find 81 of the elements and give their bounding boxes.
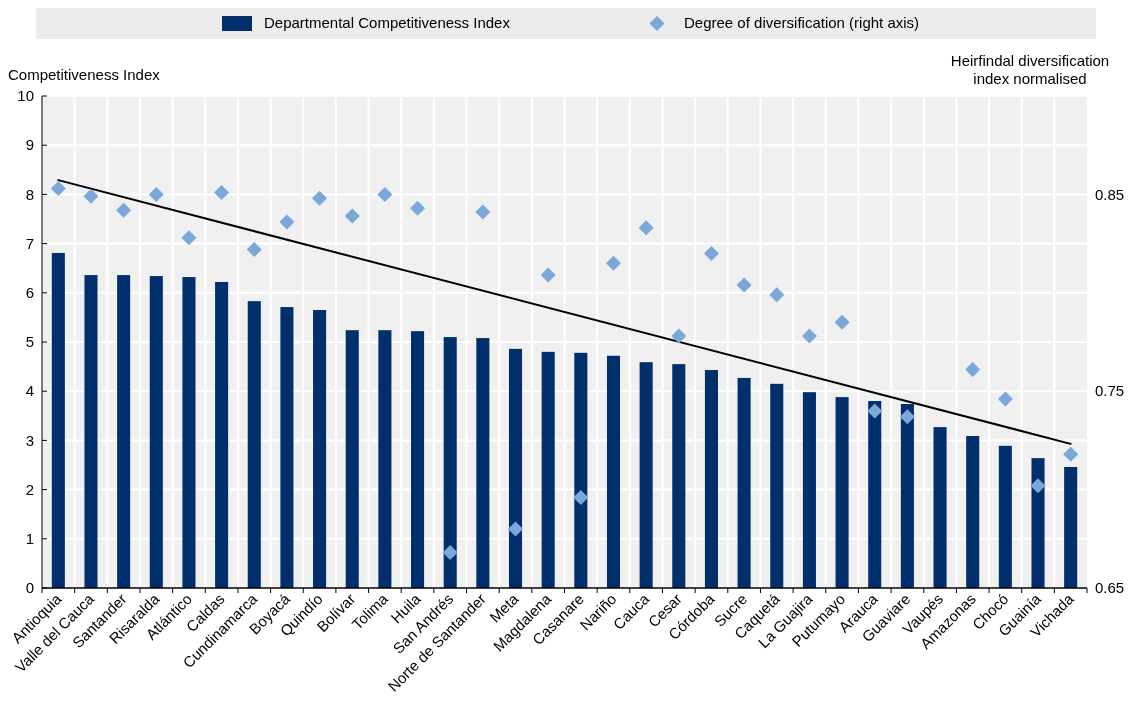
point xyxy=(148,186,164,202)
bar xyxy=(247,301,261,588)
point xyxy=(50,181,66,196)
bar xyxy=(998,445,1012,588)
bar xyxy=(1031,458,1045,588)
bar xyxy=(149,276,163,588)
bar xyxy=(966,435,980,588)
bar xyxy=(443,337,457,588)
point xyxy=(671,328,687,344)
point xyxy=(997,391,1013,407)
bar xyxy=(900,403,914,588)
y-tick-label: 5 xyxy=(25,333,34,351)
bar xyxy=(84,275,98,588)
point xyxy=(965,362,981,378)
legend-label: Degree of diversification (right axis) xyxy=(684,14,920,31)
bar xyxy=(639,362,653,588)
point xyxy=(638,220,654,236)
point xyxy=(1030,478,1046,494)
bar xyxy=(868,401,882,588)
point xyxy=(246,242,262,257)
point xyxy=(475,204,491,220)
bar xyxy=(672,364,686,588)
bar xyxy=(1064,466,1078,588)
bar xyxy=(770,383,784,588)
y-tick-label: 3 xyxy=(25,431,34,449)
y-tick-label: 10 xyxy=(17,87,34,105)
point xyxy=(410,200,426,216)
bar xyxy=(117,275,131,588)
bar xyxy=(933,427,947,588)
bar xyxy=(606,355,621,588)
bar xyxy=(802,392,816,588)
y-axis-title: Competitiveness Index xyxy=(8,66,161,83)
bar xyxy=(411,331,425,588)
y-tick-label: 1 xyxy=(25,530,34,548)
point xyxy=(1063,446,1079,462)
point xyxy=(703,245,719,261)
bar xyxy=(476,338,490,588)
point xyxy=(573,489,589,505)
point xyxy=(867,403,883,419)
point xyxy=(540,267,556,283)
y-tick-label: 0 xyxy=(25,579,34,597)
bar xyxy=(378,330,392,588)
y-tick-label: 6 xyxy=(25,284,34,302)
bar xyxy=(51,252,65,588)
y2-axis-title: Heirfindal diversification index normalised xyxy=(950,52,1110,87)
bar xyxy=(280,307,294,588)
point xyxy=(279,214,295,230)
bar xyxy=(345,330,359,588)
y2-tick-label: 0.75 xyxy=(1095,382,1125,400)
point xyxy=(312,190,328,206)
y-tick-label: 4 xyxy=(25,382,34,400)
point xyxy=(116,202,132,218)
y-tick-label: 9 xyxy=(25,136,34,154)
y-tick-label: 7 xyxy=(25,234,34,252)
legend-label: Departmental Competitiveness Index xyxy=(264,14,511,31)
point xyxy=(834,314,850,330)
point xyxy=(899,409,915,425)
point xyxy=(377,186,393,202)
point xyxy=(442,545,458,561)
bar xyxy=(541,351,555,588)
bar xyxy=(704,370,718,588)
y2-tick-label: 0.65 xyxy=(1095,579,1125,597)
point xyxy=(769,287,785,303)
bar xyxy=(313,310,327,588)
y2-tick-label: 0.85 xyxy=(1095,185,1125,203)
y-tick-label: 2 xyxy=(25,480,34,498)
point xyxy=(605,255,621,271)
point xyxy=(736,277,752,293)
bar xyxy=(182,277,196,588)
bar xyxy=(574,352,588,588)
y-tick-label: 8 xyxy=(25,185,34,203)
bar xyxy=(737,377,751,588)
point xyxy=(801,328,817,344)
point xyxy=(83,188,99,204)
point xyxy=(344,208,360,224)
point xyxy=(214,184,230,200)
point xyxy=(508,521,524,537)
bar xyxy=(835,397,849,588)
point xyxy=(181,230,197,246)
bar xyxy=(215,281,229,588)
bar xyxy=(508,348,523,588)
